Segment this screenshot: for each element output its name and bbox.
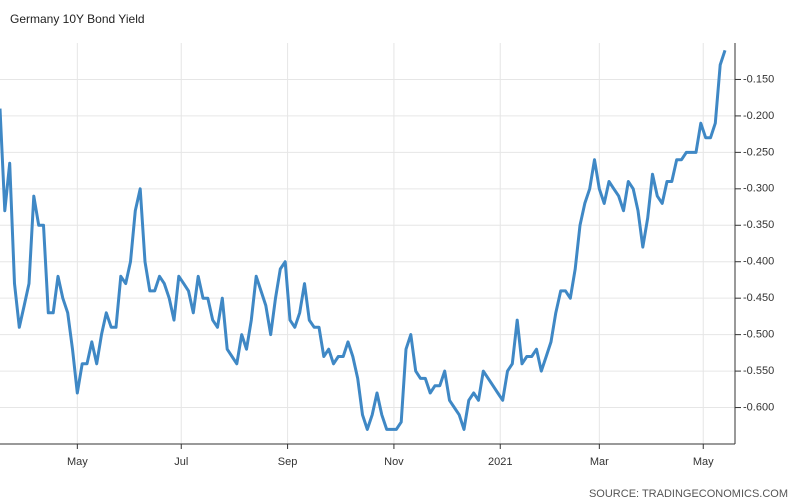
x-tick-label: Mar — [590, 456, 609, 468]
x-tick-label: Nov — [384, 456, 404, 468]
y-tick-label: -0.550 — [743, 365, 774, 377]
y-tick-label: -0.500 — [743, 329, 774, 341]
y-tick-label: -0.450 — [743, 292, 774, 304]
line-series — [0, 49, 727, 431]
source-note: SOURCE: TRADINGECONOMICS.COM — [589, 488, 788, 500]
y-tick-label: -0.350 — [743, 219, 774, 231]
x-tick-label: May — [693, 456, 714, 468]
x-tick-label: Jul — [174, 456, 188, 468]
y-tick-label: -0.150 — [743, 73, 774, 85]
x-tick-label: Sep — [278, 456, 298, 468]
x-tick-label: 2021 — [488, 456, 512, 468]
y-tick-label: -0.200 — [743, 110, 774, 122]
y-tick-label: -0.400 — [743, 256, 774, 268]
chart-title: Germany 10Y Bond Yield — [10, 12, 145, 26]
y-tick-label: -0.600 — [743, 401, 774, 413]
y-tick-label: -0.300 — [743, 183, 774, 195]
x-tick-label: May — [67, 456, 88, 468]
y-tick-label: -0.250 — [743, 146, 774, 158]
